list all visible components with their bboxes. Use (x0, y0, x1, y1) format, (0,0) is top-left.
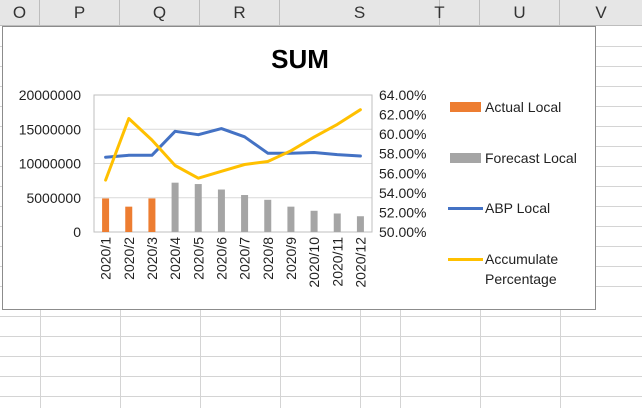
y-right-tick-label: 62.00% (379, 107, 426, 123)
y-right-tick-label: 50.00% (379, 224, 426, 240)
bar-forecast-local-8 (264, 199, 272, 232)
x-tick-label: 2020/8 (260, 237, 276, 280)
y-left-tick-label: 10000000 (19, 156, 82, 172)
bar-forecast-local-10 (310, 210, 318, 232)
chart-title: SUM (271, 44, 329, 74)
x-tick-label: 2020/5 (190, 237, 206, 280)
y-right-tick-label: 54.00% (379, 185, 426, 201)
y-right-tick-label: 56.00% (379, 165, 426, 181)
bar-forecast-local-11 (333, 213, 341, 232)
bar-forecast-local-6 (217, 189, 225, 232)
legend-item-forecast-local[interactable]: Forecast Local (448, 148, 580, 168)
column-header-u[interactable]: U (480, 0, 560, 25)
line-abp-local (104, 127, 362, 159)
legend-label: Accumulate Percentage (485, 251, 559, 287)
legend-item-abp-local[interactable]: ABP Local (448, 198, 580, 218)
legend-item-actual-local[interactable]: Actual Local (448, 97, 580, 117)
bar-forecast-local-7 (241, 195, 249, 232)
legend-item-accumulate-percentage[interactable]: Accumulate Percentage (448, 249, 580, 289)
x-tick-label: 2020/10 (306, 237, 322, 288)
bar-actual-local-3 (148, 198, 156, 232)
plot-border (93, 94, 373, 233)
x-tick-label: 2020/11 (329, 237, 345, 287)
y-right-tick-label: 58.00% (379, 146, 426, 162)
column-header-s[interactable]: S (280, 0, 440, 25)
legend-swatch-accumulate-percentage (448, 249, 484, 269)
y-left-tick-label: 5000000 (26, 190, 81, 206)
y-left-tick-label: 20000000 (19, 87, 82, 103)
column-header-o[interactable]: O (0, 0, 40, 25)
line-accumulate-percentage (104, 108, 362, 182)
x-tick-label: 2020/2 (121, 237, 137, 280)
chart-container[interactable]: SUM 0 5000000 10000000 15000000 20000000 50.0… (2, 26, 596, 310)
bar-forecast-local-4 (171, 182, 179, 232)
y-right-tick-label: 60.00% (379, 126, 426, 142)
bar-forecast-local-12 (356, 216, 364, 232)
column-header-row: O P Q R S T U V (0, 0, 642, 26)
x-tick-label: 2020/7 (237, 237, 253, 280)
legend-label: ABP Local (485, 200, 551, 216)
bar-forecast-local-9 (287, 206, 295, 232)
legend-swatch-actual-local (448, 97, 484, 117)
x-tick-label: 2020/9 (283, 237, 299, 280)
x-tick-label: 2020/1 (98, 237, 114, 280)
legend-label: Actual Local (485, 99, 562, 115)
column-header-t[interactable]: T (400, 0, 480, 25)
x-tick-label: 2020/4 (167, 237, 183, 280)
bar-actual-local-1 (102, 198, 110, 232)
y-right-tick-label: 64.00% (379, 87, 426, 103)
column-header-q[interactable]: Q (120, 0, 200, 25)
y-right-tick-label: 52.00% (379, 204, 426, 220)
y-left-tick-label: 0 (73, 224, 81, 240)
x-tick-label: 2020/3 (144, 237, 160, 280)
legend-swatch-forecast-local (448, 148, 484, 168)
column-header-v[interactable]: V (595, 2, 607, 22)
x-tick-label: 2020/12 (352, 237, 368, 288)
x-tick-label: 2020/6 (213, 237, 229, 280)
legend-label: Forecast Local (485, 150, 577, 166)
plot-area: 0 5000000 10000000 15000000 20000000 50.00% 52… (19, 87, 427, 288)
column-header-r[interactable]: R (200, 0, 280, 25)
legend-swatch-abp-local (448, 198, 484, 218)
bar-forecast-local-5 (194, 184, 202, 232)
y-left-tick-label: 15000000 (19, 121, 82, 137)
bar-actual-local-2 (125, 206, 133, 232)
column-header-p[interactable]: P (40, 0, 120, 25)
